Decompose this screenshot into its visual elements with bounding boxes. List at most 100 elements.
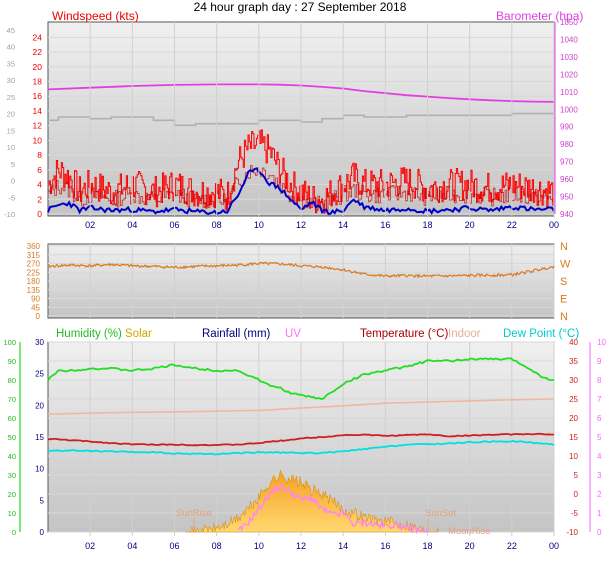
barometer-tick-label: 970: [560, 158, 574, 167]
windspeed-outer-tick-label: 25: [7, 93, 15, 102]
rainfall-tick-label: 5: [40, 496, 45, 505]
direction-degree-label: 90: [31, 295, 40, 304]
humidity-tick-label: 80: [8, 376, 16, 385]
weather-x-tick-label: 20: [465, 541, 475, 551]
windspeed-tick-label: 18: [33, 77, 43, 87]
humidity-tick-label: 60: [8, 414, 16, 423]
weather-x-tick-label: 04: [127, 541, 137, 551]
wind-direction-line: [47, 261, 555, 279]
rainfall-tick-label: 10: [35, 465, 44, 474]
humidity-tick-label: 30: [8, 471, 16, 480]
windspeed-tick-label: 22: [33, 47, 43, 57]
windspeed-outer-tick-label: 30: [7, 76, 15, 85]
barometer-tick-label: 950: [560, 193, 574, 202]
windspeed-tick-label: 10: [33, 135, 43, 145]
weather-x-tick-label: 08: [212, 541, 222, 551]
weather-x-tick-label: 22: [507, 541, 517, 551]
windspeed-tick-label: 0: [37, 209, 42, 219]
windspeed-tick-label: 2: [37, 194, 42, 204]
rainfall-tick-label: 25: [35, 370, 44, 379]
weather-x-tick-label: 12: [296, 541, 306, 551]
legend-dewpoint: Dew Point (°C): [503, 328, 579, 340]
temperature-tick-label: 35: [569, 357, 578, 366]
direction-degree-label: 315: [27, 251, 41, 260]
windspeed-outer-tick-label: -10: [4, 210, 15, 219]
wind-x-tick-label: 06: [169, 220, 179, 230]
direction-degree-label: 180: [27, 277, 41, 286]
humidity-line: [47, 357, 554, 400]
temperature-tick-label: -5: [571, 509, 579, 518]
wind-x-tick-label: 22: [507, 220, 517, 230]
wind-x-tick-label: 12: [296, 220, 306, 230]
weather-x-tick-label: 06: [169, 541, 179, 551]
wind-x-tick-label: 10: [254, 220, 264, 230]
windspeed-tick-label: 6: [37, 165, 42, 175]
uv-tick-label: 8: [597, 376, 602, 385]
wind-x-tick-label: 08: [212, 220, 222, 230]
rainfall-tick-label: 30: [35, 338, 44, 347]
uv-tick-label: 4: [597, 452, 602, 461]
barometer-tick-label: 1020: [560, 70, 578, 79]
windspeed-outer-tick-label: 35: [7, 59, 15, 68]
temperature-tick-label: 25: [569, 395, 578, 404]
windspeed-tick-label: 16: [33, 91, 43, 101]
direction-grid: [48, 244, 555, 318]
sunrise-label: SunRise: [176, 508, 212, 519]
uv-tick-label: 3: [597, 471, 602, 480]
temperature-tick-label: 10: [569, 452, 578, 461]
weather-legend: Humidity (%) Solar Rainfall (mm) UV Temp…: [56, 328, 579, 340]
humidity-tick-label: 70: [8, 395, 16, 404]
temperature-tick-label: 30: [569, 376, 578, 385]
direction-degree-label: 360: [27, 242, 41, 251]
wind-x-tick-label: 02: [85, 220, 95, 230]
temperature-ticks: 40 35 30 25 20 15 10 5 0 -5 -10: [566, 338, 578, 537]
legend-humidity: Humidity (%): [56, 328, 122, 340]
wind-x-tick-label: 16: [380, 220, 390, 230]
windspeed-outer-tick-label: -5: [8, 193, 15, 202]
dew-point-line: [47, 439, 555, 456]
temperature-tick-label: 0: [574, 490, 579, 499]
barometer-tick-label: 1050: [560, 18, 578, 27]
windspeed-tick-label: 12: [33, 121, 43, 131]
humidity-tick-label: 40: [8, 452, 16, 461]
weather-x-tick-label: 00: [549, 541, 559, 551]
windspeed-tick-label: 4: [37, 180, 42, 190]
barometer-tick-label: 960: [560, 175, 574, 184]
windspeed-outer-tick-label: 0: [11, 177, 15, 186]
humidity-tick-label: 0: [12, 528, 16, 537]
direction-degree-label: 45: [31, 303, 40, 312]
wind-x-tick-label: 04: [127, 220, 137, 230]
direction-degree-label: 0: [36, 312, 41, 321]
temperature-line: [47, 432, 555, 447]
weather-x-tick-label: 02: [85, 541, 95, 551]
sun-moon-annotations: SunRise SunSet MoonRise: [176, 508, 491, 537]
wind-x-tick-label: 20: [465, 220, 475, 230]
windspeed-outer-ticks: 45 40 35 30 25 20 15 10 5 0 -5 -10: [4, 26, 15, 219]
uv-tick-label: 9: [597, 357, 602, 366]
windspeed-axis-label: Windspeed (kts): [52, 9, 139, 23]
temperature-tick-label: 20: [569, 414, 578, 423]
indoor-temp-line: [47, 398, 555, 415]
compass-label: S: [560, 276, 567, 288]
humidity-tick-label: 10: [8, 509, 16, 518]
barometer-ticks: 1050 1040 1030 1020 1010 1000 990 980 970 960 950 9…: [554, 18, 578, 219]
wind-x-tick-label: 14: [338, 220, 348, 230]
direction-degree-label: 270: [27, 260, 41, 269]
weather-x-ticks: 02 04 06 08 10 12 14 16 18 20 22 00: [85, 532, 559, 551]
uv-line: [237, 483, 429, 535]
humidity-tick-label: 20: [8, 490, 16, 499]
temperature-tick-label: -10: [566, 528, 578, 537]
windspeed-outer-tick-label: 15: [7, 126, 15, 135]
chart-title: 24 hour graph day : 27 September 2018: [194, 0, 407, 14]
wind-x-ticks: 02 04 06 08 10 12 14 16 18 20 22 00: [85, 22, 559, 230]
temperature-tick-label: 40: [569, 338, 578, 347]
windspeed-tick-label: 20: [33, 62, 43, 72]
windspeed-outer-tick-label: 20: [7, 110, 15, 119]
weather-series: [47, 357, 555, 535]
rainfall-tick-label: 20: [35, 401, 44, 410]
legend-temperature: Temperature (°C): [360, 328, 448, 340]
barometer-tick-label: 1030: [560, 53, 578, 62]
